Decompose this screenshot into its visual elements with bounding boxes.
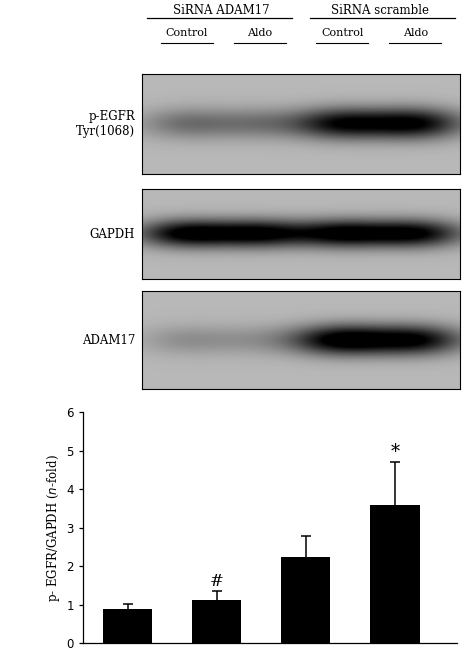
Text: Aldo: Aldo bbox=[247, 28, 272, 38]
Text: GAPDH: GAPDH bbox=[90, 228, 135, 241]
Y-axis label: p- EGFR/GAPDH ($\it{n}$-fold): p- EGFR/GAPDH ($\it{n}$-fold) bbox=[45, 454, 62, 602]
Text: SiRNA scramble: SiRNA scramble bbox=[331, 4, 429, 17]
Text: SiRNA ADAM17: SiRNA ADAM17 bbox=[173, 4, 270, 17]
Bar bbox=[103, 608, 152, 643]
Bar bbox=[282, 557, 330, 643]
Text: Control: Control bbox=[165, 28, 208, 38]
Text: Control: Control bbox=[321, 28, 364, 38]
Text: ADAM17: ADAM17 bbox=[82, 334, 135, 346]
Text: p-EGFR
Tyr(1068): p-EGFR Tyr(1068) bbox=[76, 110, 135, 138]
Bar bbox=[371, 505, 419, 643]
Text: Aldo: Aldo bbox=[403, 28, 428, 38]
Text: *: * bbox=[391, 444, 400, 462]
Bar bbox=[192, 600, 241, 643]
Text: #: # bbox=[210, 574, 224, 590]
